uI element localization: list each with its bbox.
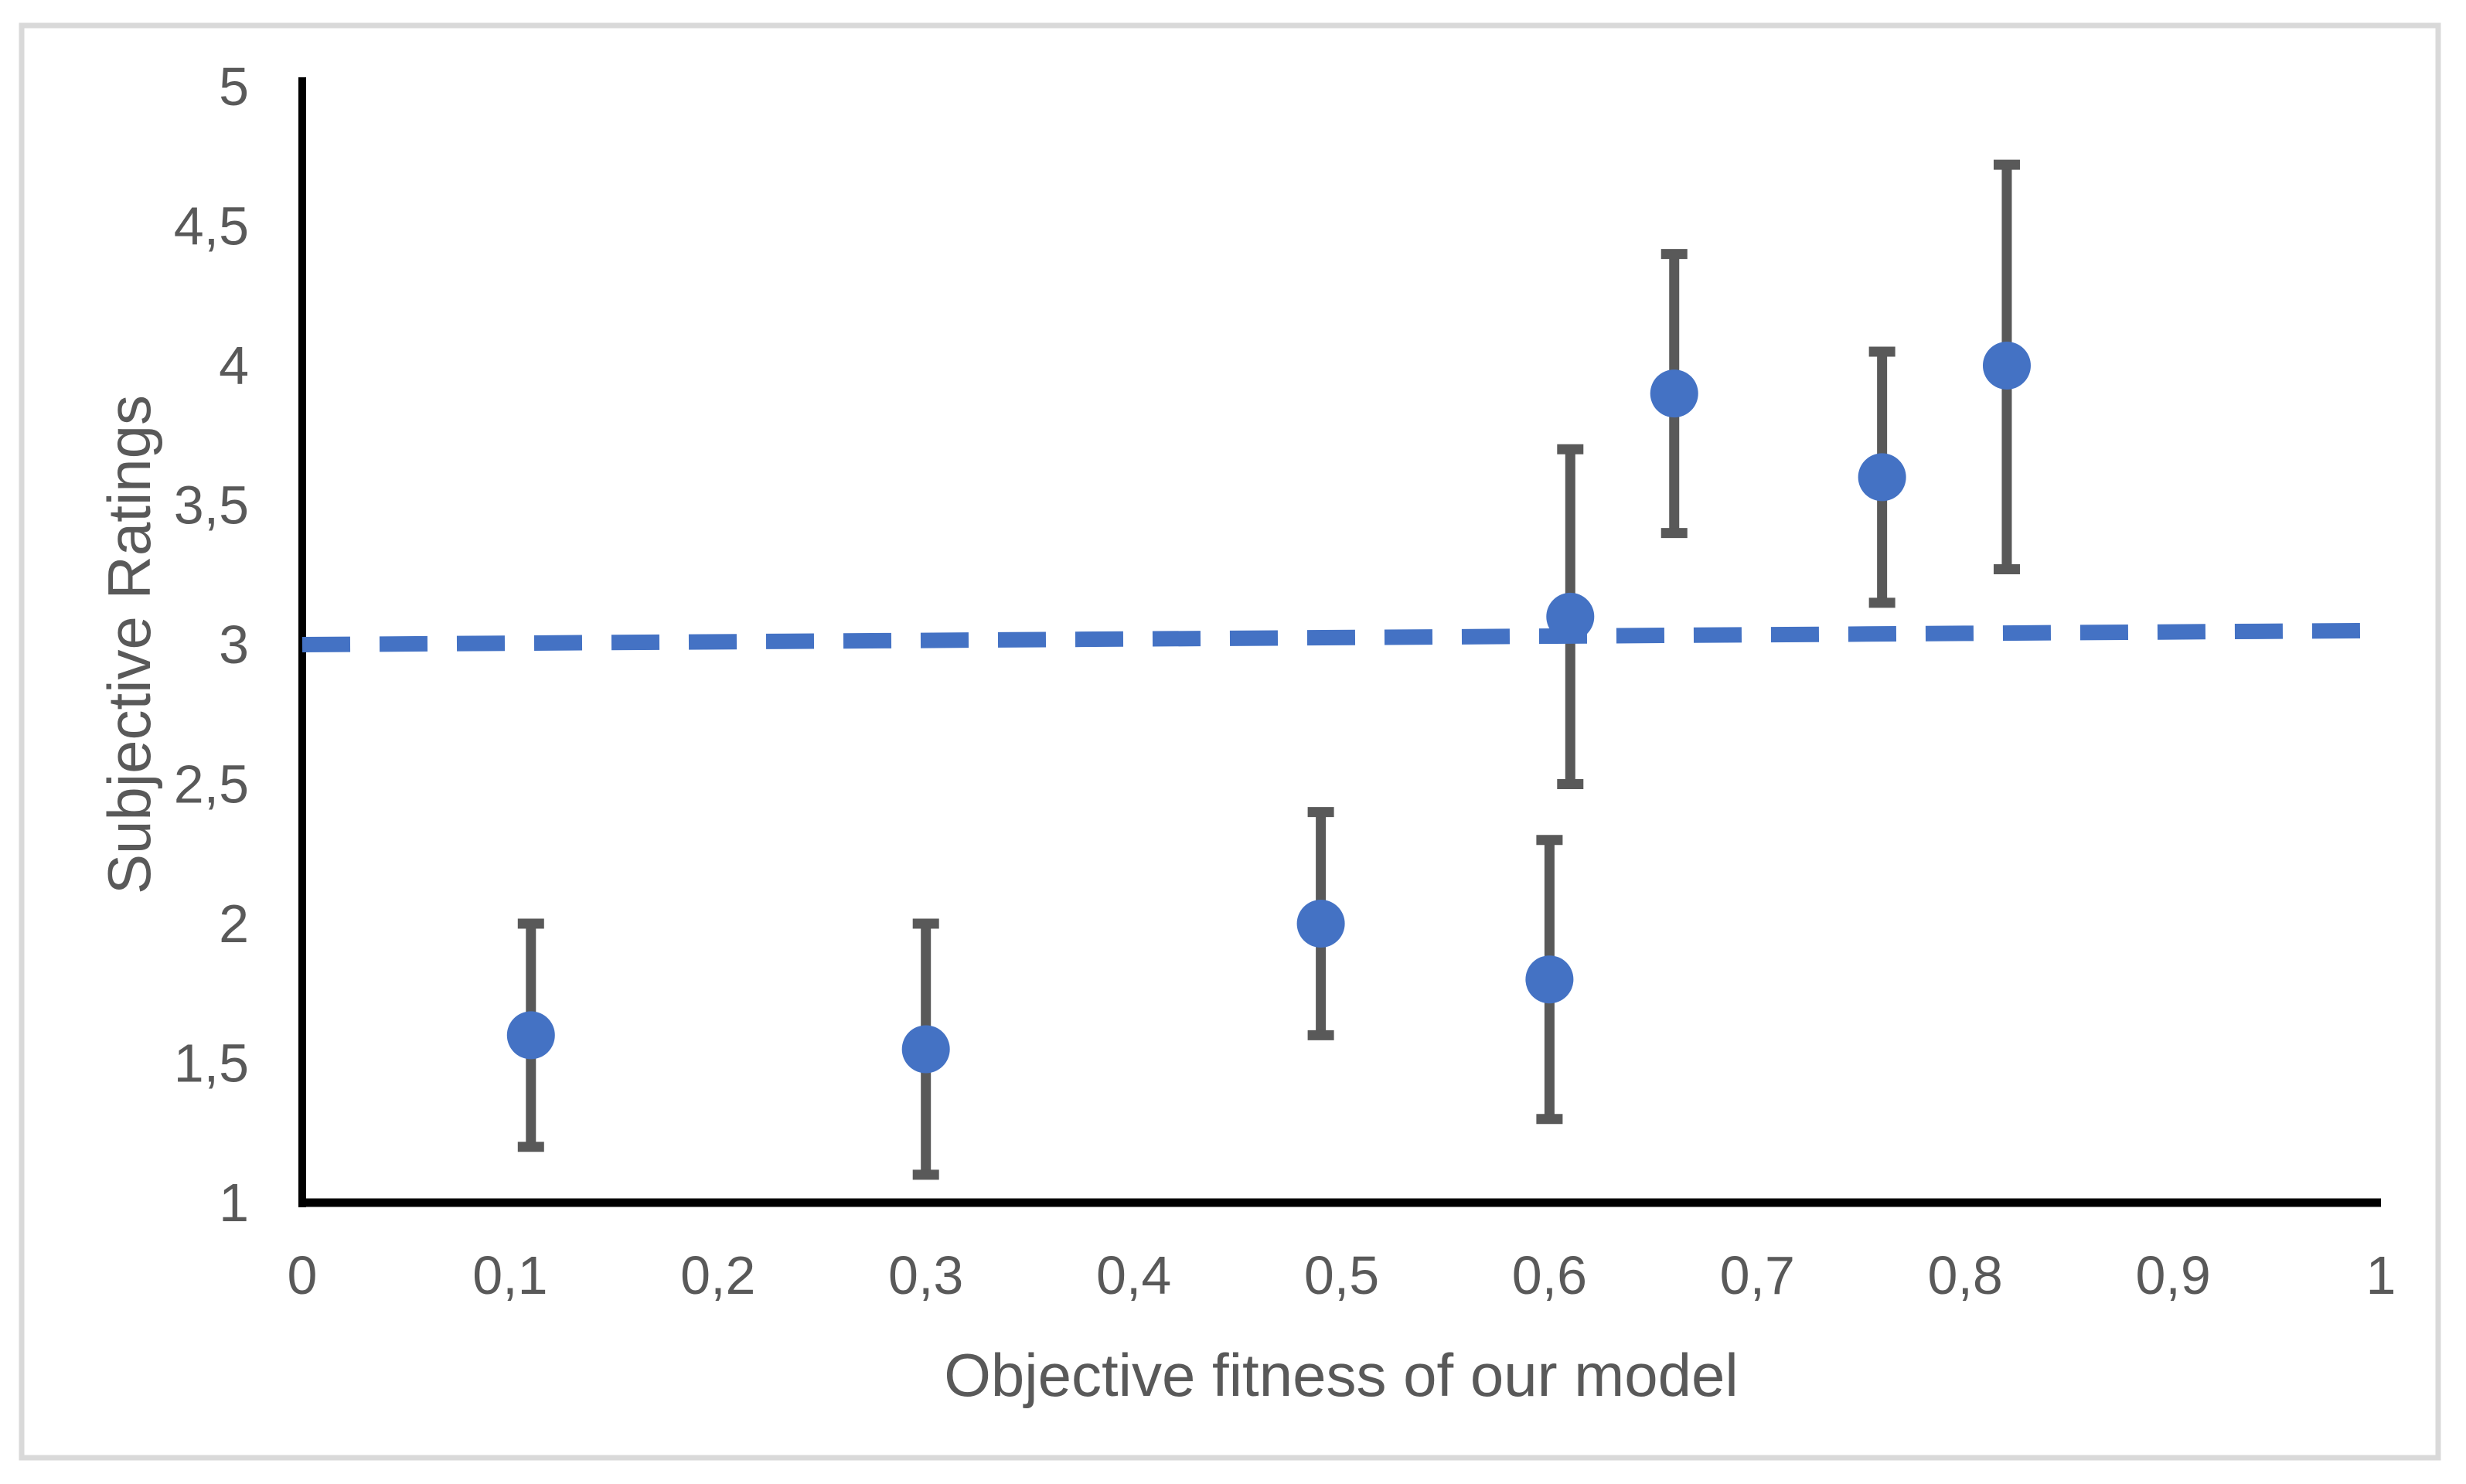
- x-tick-label: 0,6: [1512, 1245, 1587, 1305]
- y-tick-label: 4,5: [174, 196, 249, 257]
- data-point-marker: [1982, 342, 2031, 390]
- y-tick-label: 2,5: [174, 754, 249, 815]
- x-tick-label: 0,5: [1304, 1245, 1379, 1305]
- x-tick-label: 0,2: [680, 1245, 755, 1305]
- x-tick-label: 0,3: [888, 1245, 963, 1305]
- data-point-marker: [1650, 369, 1698, 418]
- x-tick-label: 1: [2366, 1245, 2396, 1305]
- data-point-marker: [1858, 453, 1906, 502]
- data-point-marker: [1296, 900, 1345, 948]
- y-tick-label: 5: [219, 56, 249, 117]
- x-axis-title: Objective fitness of our model: [944, 1341, 1738, 1409]
- x-tick-label: 0,8: [1928, 1245, 2003, 1305]
- y-tick-label: 4: [219, 335, 249, 396]
- y-tick-label: 1,5: [174, 1033, 249, 1094]
- x-tick-label: 0,4: [1096, 1245, 1171, 1305]
- y-tick-label: 1: [219, 1173, 249, 1233]
- y-tick-label: 3,5: [174, 475, 249, 536]
- x-tick-label: 0: [288, 1245, 318, 1305]
- x-tick-label: 0,7: [1720, 1245, 1795, 1305]
- y-tick-label: 3: [219, 614, 249, 675]
- y-axis-title: Subjective Ratings: [95, 395, 163, 894]
- reference-dashed-line: [301, 622, 2361, 652]
- x-tick-label: 0,9: [2135, 1245, 2210, 1305]
- y-tick-label: 2: [219, 893, 249, 954]
- x-tick-label: 0,1: [472, 1245, 547, 1305]
- plot-area: 0 0,1 0,2 0,3 0,4 0,5 0,6 0,7 0,8 0,9 1 1 1,5 2 2,5 3 3,…: [174, 56, 2396, 1305]
- data-point-marker: [1525, 955, 1574, 1004]
- chart-frame-border: [19, 22, 2441, 1461]
- data-point-marker: [506, 1011, 555, 1060]
- data-point-marker: [901, 1025, 950, 1074]
